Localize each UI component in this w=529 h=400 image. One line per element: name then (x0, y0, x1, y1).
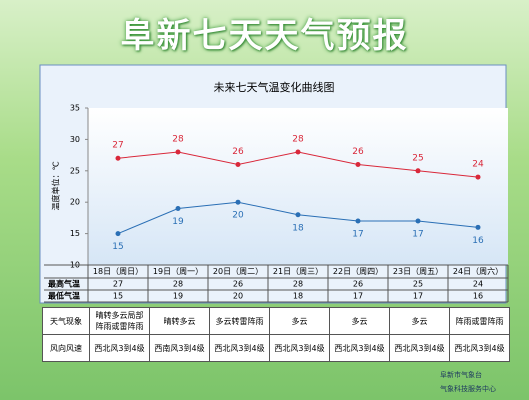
data-label: 28 (292, 134, 304, 144)
table-cell: 多云 (269, 307, 330, 335)
point (115, 231, 121, 237)
table-cell: 西北风3到4级 (89, 334, 150, 362)
table-cell: 多云转雷阵雨 (209, 307, 270, 335)
table-cell: 多云 (329, 307, 390, 335)
data-label: 17 (352, 230, 363, 240)
footer-line: 气象科技服务中心 (440, 385, 496, 393)
y-tick-label: 20 (70, 198, 80, 207)
data-label: 28 (172, 134, 184, 144)
table-value: 18 (293, 292, 303, 301)
point (175, 149, 181, 155)
y-tick-label: 30 (70, 135, 80, 144)
x-tick-label: 22日（周四） (333, 267, 383, 276)
chart-title: 未来七天气温变化曲线图 (214, 80, 335, 94)
table-cell: 西北风3到4级 (449, 334, 510, 362)
point (115, 155, 121, 161)
table-cell: 多云 (389, 307, 450, 335)
series-name: 最低气温 (48, 291, 80, 301)
table-cell: 阵雨或雷阵雨 (449, 307, 510, 335)
x-tick-label: 19日（周一） (153, 267, 203, 276)
table-cell: 晴转多云 (149, 307, 210, 335)
x-tick-label: 21日（周三） (273, 267, 323, 276)
table-value: 24 (473, 280, 483, 289)
y-tick-label: 35 (70, 104, 80, 113)
x-tick-label: 20日（周二） (213, 267, 263, 276)
y-axis-label: 温度单位：℃ (51, 161, 61, 210)
data-label: 27 (112, 141, 123, 151)
table-value: 17 (413, 292, 423, 301)
y-tick-label: 15 (70, 229, 80, 238)
table-row: 天气现象 晴转多云局部阵雨或雷阵雨 晴转多云 多云转雷阵雨 多云 多云 多云 阵雨或雷阵雨 (42, 307, 510, 335)
data-label: 17 (412, 230, 423, 240)
point (415, 218, 421, 224)
weather-table: 天气现象 晴转多云局部阵雨或雷阵雨 晴转多云 多云转雷阵雨 多云 多云 多云 阵雨或雷阵雨 风向… (42, 307, 510, 362)
point (295, 212, 301, 218)
point (415, 168, 421, 174)
table-cell: 天气现象 (42, 307, 90, 335)
table-cell: 晴转多云局部阵雨或雷阵雨 (89, 307, 150, 335)
y-tick-label: 25 (70, 166, 80, 175)
table-cell: 西北风3到4级 (209, 334, 270, 362)
plot-area (88, 108, 508, 265)
footer-line: 阜新市气象台 (440, 371, 482, 379)
point (475, 174, 481, 180)
x-tick-label: 24日（周六） (453, 266, 503, 276)
table-cell: 西南风3到4级 (149, 334, 210, 362)
table-value: 26 (233, 280, 243, 289)
point (355, 162, 361, 168)
table-value: 16 (473, 292, 483, 301)
table-value: 15 (113, 292, 123, 301)
point (235, 199, 241, 205)
x-tick-label: 23日（周五） (393, 267, 443, 276)
data-label: 24 (472, 160, 484, 170)
point (475, 224, 481, 230)
table-value: 27 (113, 280, 123, 289)
table-value: 19 (173, 292, 183, 301)
data-label: 26 (232, 147, 244, 157)
point (175, 205, 181, 211)
table-value: 17 (353, 292, 363, 301)
table-value: 26 (353, 280, 363, 289)
point (355, 218, 361, 224)
x-tick-label: 18日（周日） (93, 267, 143, 276)
data-label: 25 (412, 153, 423, 163)
table-cell: 西北风3到4级 (329, 334, 390, 362)
series-name: 最高气温 (48, 279, 80, 289)
table-value: 25 (413, 280, 423, 289)
data-label: 15 (112, 242, 123, 252)
data-label: 16 (472, 236, 484, 246)
data-label: 19 (172, 217, 184, 227)
point (295, 149, 301, 155)
table-value: 28 (293, 280, 303, 289)
data-label: 18 (292, 223, 304, 233)
table-cell: 西北风3到4级 (389, 334, 450, 362)
table-cell: 西北风3到4级 (269, 334, 330, 362)
data-label: 20 (232, 211, 244, 221)
page-title: 阜新七天天气预报 (120, 16, 409, 56)
table-value: 28 (173, 280, 183, 289)
table-row: 风向风速 西北风3到4级 西南风3到4级 西北风3到4级 西北风3到4级 西北风3到4级西… (42, 334, 510, 362)
data-label: 26 (352, 147, 364, 157)
table-value: 20 (233, 292, 243, 301)
point (235, 162, 241, 168)
table-cell: 风向风速 (42, 334, 90, 362)
